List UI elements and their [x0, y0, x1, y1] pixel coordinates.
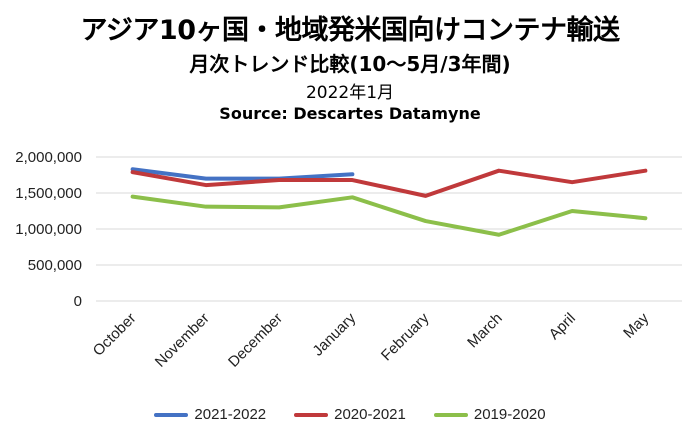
x-tick-label: April	[546, 310, 579, 343]
chart-title: アジア10ヶ国・地域発米国向けコンテナ輸送	[80, 15, 621, 46]
series-line-2021-2022	[130, 167, 355, 181]
series-line-2019-2020	[130, 194, 648, 237]
legend-label: 2019-2020	[473, 405, 546, 423]
chart-source: Source: Descartes Datamyne	[219, 104, 481, 123]
legend-label: 2021-2022	[194, 405, 267, 423]
x-tick-label: December	[225, 310, 286, 371]
legend-item: 2021-2022	[154, 406, 266, 423]
y-tick-label: 0	[74, 293, 82, 310]
chart-date: 2022年1月	[305, 83, 395, 103]
legend-swatch	[433, 412, 468, 417]
x-tick-label: January	[309, 309, 359, 359]
x-tick-label: November	[152, 310, 213, 371]
x-tick-label: May	[620, 309, 652, 341]
y-tick-label: 2,000,000	[15, 149, 82, 166]
series-line-2020-2021	[130, 168, 648, 198]
legend-swatch	[154, 412, 189, 417]
chart-subtitle: 月次トレンド比較(10～5月/3年間)	[189, 52, 511, 76]
legend-swatch	[294, 412, 329, 417]
legend-item: 2020-2021	[294, 406, 406, 423]
y-tick-label: 1,000,000	[15, 221, 82, 238]
legend-item: 2019-2020	[433, 405, 546, 423]
legend-label: 2020-2021	[334, 405, 406, 423]
y-tick-label: 1,500,000	[15, 185, 82, 202]
chart-legend: 2021-2022 2020-2021 2019-2020	[0, 405, 700, 423]
x-tick-label: March	[464, 310, 505, 351]
x-tick-label: February	[378, 309, 433, 364]
y-tick-label: 500,000	[28, 257, 82, 274]
x-tick-label: October	[90, 310, 140, 360]
